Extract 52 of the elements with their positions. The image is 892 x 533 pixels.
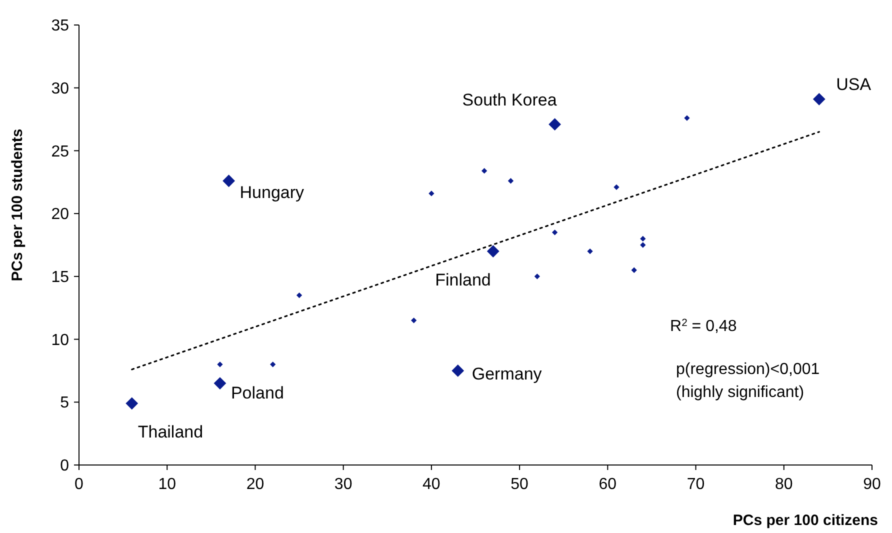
point (217, 362, 223, 368)
annotation: Poland (230, 383, 284, 402)
x-tick-label: 70 (686, 476, 705, 493)
annotation: Germany (472, 364, 542, 384)
annotation: Finland (435, 270, 491, 290)
point (631, 267, 637, 273)
point (428, 190, 434, 196)
point (640, 236, 646, 242)
x-tick-label: 10 (158, 476, 176, 493)
point (552, 230, 558, 236)
point (296, 292, 302, 298)
point (222, 174, 235, 188)
x-tick-label: 20 (246, 476, 264, 493)
point (214, 377, 226, 390)
annotation: Hungary (240, 182, 305, 202)
x-tick-label: 90 (863, 476, 881, 493)
point (640, 242, 646, 248)
y-tick-label: 15 (51, 269, 70, 286)
y-tick-label: 30 (51, 80, 70, 98)
x-tick-label: 0 (74, 476, 84, 493)
y-tick-label: 35 (51, 18, 70, 35)
x-tick-label: 60 (598, 476, 617, 493)
point (508, 178, 514, 184)
y-tick-label: 5 (60, 394, 70, 412)
annotation: Thailand (138, 422, 204, 442)
point (684, 115, 690, 121)
x-tick-label: 50 (510, 476, 529, 493)
point (614, 184, 620, 190)
x-tick-label: 30 (334, 476, 352, 493)
point (481, 168, 488, 174)
point (812, 92, 826, 106)
x-tick-label: 80 (774, 476, 793, 493)
y-tick-label: 10 (51, 332, 70, 349)
x-axis-title: PCs per 100 citizens (732, 512, 878, 529)
point (486, 245, 500, 258)
annotation: (highly significant) (676, 384, 804, 401)
annotation: USA (836, 75, 872, 94)
point (270, 362, 276, 368)
y-axis-title: PCs per 100 students (9, 128, 26, 282)
point (410, 318, 417, 324)
point (548, 118, 561, 131)
point (452, 364, 464, 377)
annotation: p(regression)<0,001 (676, 361, 820, 378)
y-tick-label: 25 (51, 143, 70, 160)
annotation: R$^{2}$ = 0,48 (670, 318, 737, 335)
x-tick-label: 40 (422, 476, 440, 493)
y-tick-label: 20 (51, 206, 70, 224)
y-tick-label: 0 (60, 458, 70, 475)
point (126, 397, 138, 410)
annotation: South Korea (462, 90, 558, 110)
point (534, 274, 540, 280)
point (587, 248, 593, 254)
